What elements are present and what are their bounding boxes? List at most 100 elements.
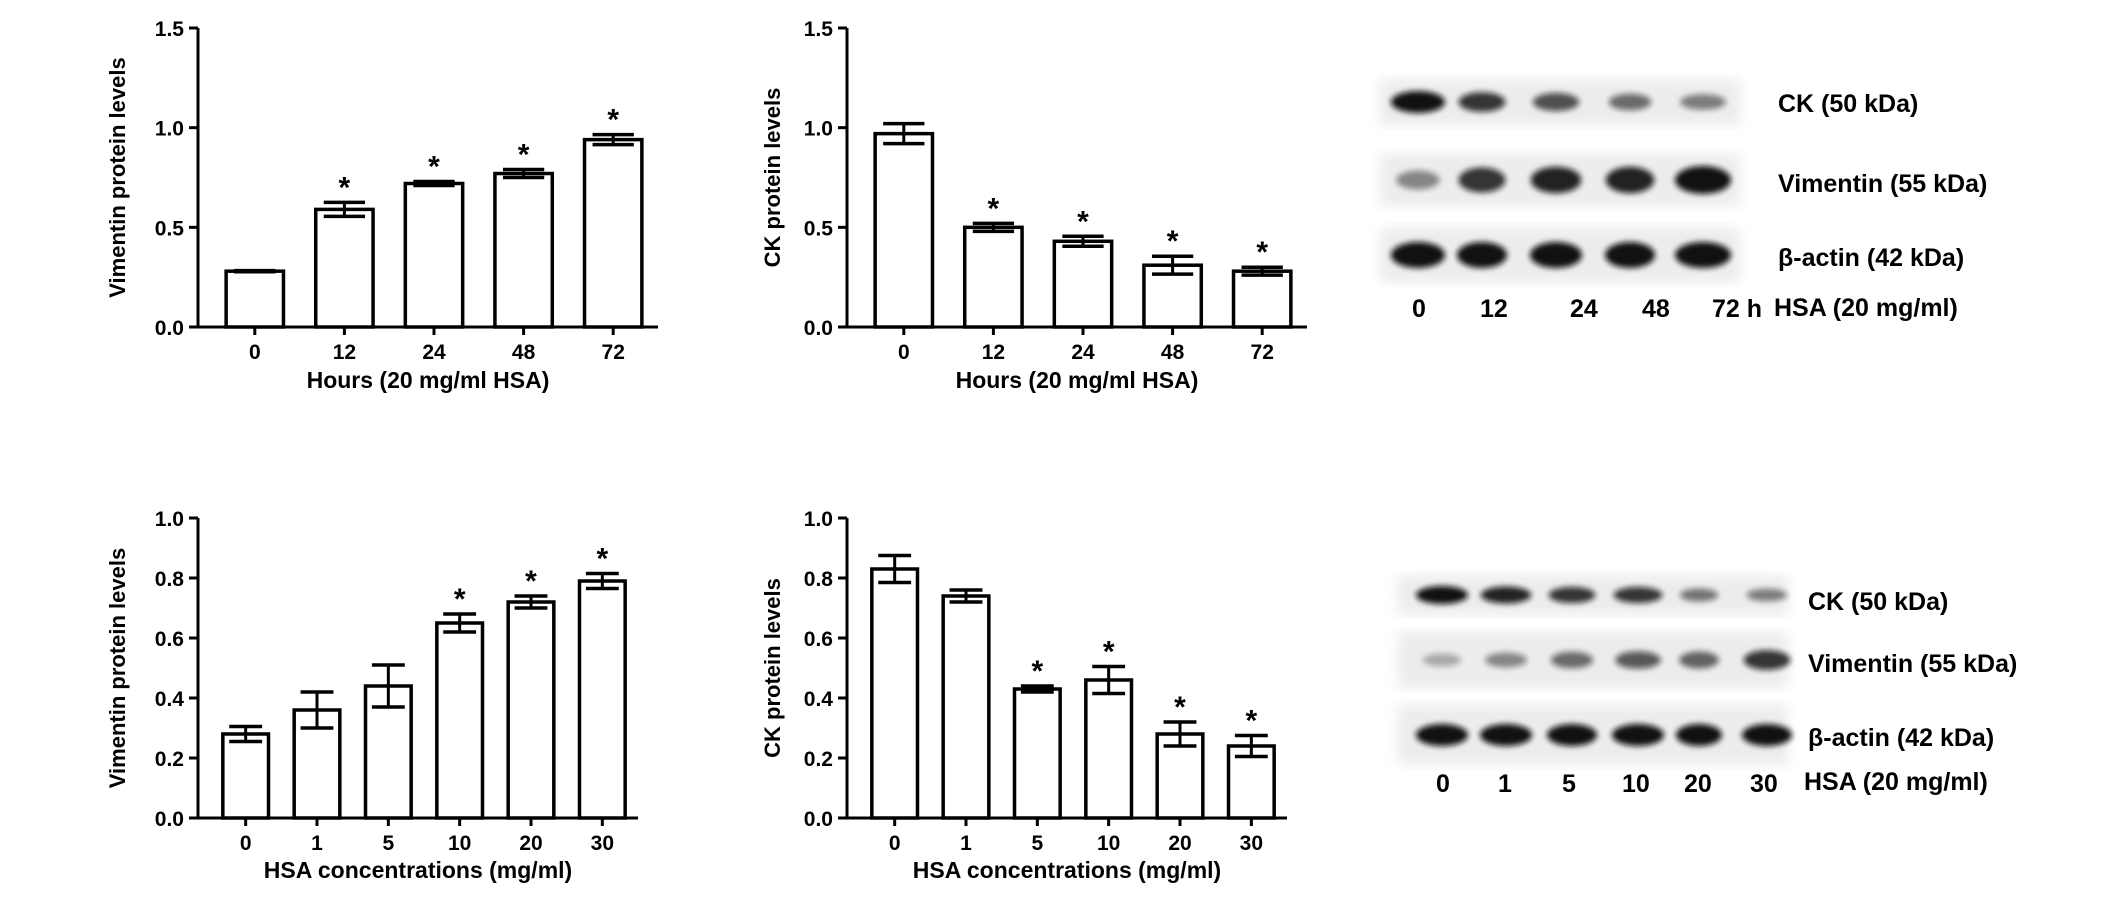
blot-band [1746,588,1788,602]
y-tick-label: 0.0 [804,808,833,831]
chart-2: 0.0 0.5 1.0 1.5 0 * 12 * 24 * 48 * 72 Hours (20 mg/ml… [760,18,1307,393]
blot-lane-label: 24 [1570,295,1598,323]
x-axis-label: Hours (20 mg/ml HSA) [956,367,1199,393]
x-tick-label: 12 [982,341,1005,364]
significance-marker: * [988,192,1000,225]
bar [493,171,555,329]
y-tick-label: 0.2 [804,748,833,771]
blot-band [1680,94,1726,110]
y-tick-label: 1.0 [804,508,833,531]
bar [506,600,556,820]
y-tick-label: 0.0 [155,317,184,340]
bar [221,732,271,820]
y-tick-label: 0.5 [804,217,834,240]
x-tick-label: 1 [311,832,323,855]
y-axis-label: Vimentin protein levels [105,548,130,788]
chart-1: 0.0 0.5 1.0 1.5 0 * 12 * 24 * 48 * 72 Hours (20 mg/ml… [105,18,658,393]
blot-lane-label: 30 [1750,770,1778,798]
western-blots: CK (50 kDa) Vimentin (55 kDa) β-actin (42 … [1380,79,2017,798]
y-tick-label: 1.0 [155,508,184,531]
y-tick-label: 0.8 [804,568,834,591]
significance-marker: * [1256,236,1268,269]
significance-marker: * [1077,205,1089,238]
blot-band [1416,586,1468,604]
blot-lane-label: 10 [1622,770,1650,798]
significance-marker: * [1245,705,1257,738]
blot-lane-label: 5 [1562,770,1576,798]
y-tick-label: 0.0 [155,808,184,831]
blot-lane-label: 48 [1642,295,1670,323]
bar [1231,269,1293,329]
x-tick-label: 0 [889,832,901,855]
bar [941,594,991,820]
blot-band [1675,242,1731,268]
x-tick-label: 30 [591,832,614,855]
blot-band [1605,242,1655,268]
y-axis-label: CK protein levels [760,88,785,268]
blot-row-label: CK (50 kDa) [1808,588,1948,616]
blot-band [1457,242,1507,268]
blot-band [1612,724,1664,746]
bar [1084,678,1134,820]
x-tick-label: 24 [1071,341,1095,364]
x-axis-label: HSA concentrations (mg/ml) [913,857,1221,883]
y-tick-label: 0.0 [804,317,833,340]
bar [577,579,627,820]
blot-row-label: β-actin (42 kDa) [1778,244,1964,272]
blot-row-label: CK (50 kDa) [1778,90,1918,118]
x-tick-label: 48 [1161,341,1185,364]
blot-band [1416,724,1468,746]
significance-marker: * [607,104,619,137]
blot-lane-label: 1 [1498,770,1512,798]
significance-marker: * [1167,225,1179,258]
significance-marker: * [1103,636,1115,669]
bar [582,137,644,329]
x-tick-label: 30 [1240,832,1263,855]
blot-row-label: Vimentin (55 kDa) [1808,650,2017,678]
blot-row-label: β-actin (42 kDa) [1808,724,1994,752]
x-axis-label: Hours (20 mg/ml HSA) [307,367,550,393]
blot-band [1548,586,1596,604]
blot-band [1480,724,1532,746]
blot-lane-label: 72 h [1712,295,1762,323]
blot-panel-2: CK (50 kDa) Vimentin (55 kDa) β-actin (42 … [1398,575,2017,798]
x-tick-label: 12 [333,341,356,364]
x-tick-label: 0 [240,832,252,855]
blot-condition-label: HSA (20 mg/ml) [1804,768,1988,796]
y-tick-label: 1.0 [155,118,184,141]
blot-band [1396,170,1440,190]
blot-band [1743,650,1791,670]
blot-band [1675,166,1731,194]
chart-4: 0.0 0.2 0.4 0.6 0.8 1.0 0 1 * 5 * 10 * 20 * 30 HSA conce… [760,508,1287,883]
y-axis-label: CK protein levels [760,578,785,758]
blot-band [1679,651,1719,669]
x-tick-label: 5 [1031,832,1043,855]
significance-marker: * [339,171,351,204]
x-tick-label: 1 [960,832,972,855]
significance-marker: * [428,150,440,183]
bar [962,225,1024,329]
blot-row-label: Vimentin (55 kDa) [1778,170,1987,198]
chart-3: 0.0 0.2 0.4 0.6 0.8 1.0 0 1 5 * 10 * 20 * 30 HSA concen… [105,508,638,883]
x-tick-label: 20 [519,832,542,855]
bar [1012,687,1062,820]
significance-marker: * [525,565,537,598]
blot-lane-label: 12 [1480,295,1508,323]
x-tick-label: 24 [422,341,446,364]
y-tick-label: 0.2 [155,748,184,771]
y-tick-label: 0.4 [804,688,834,711]
blot-band [1676,724,1722,746]
bar [435,621,485,820]
x-axis-label: HSA concentrations (mg/ml) [264,857,572,883]
blot-band [1605,166,1655,194]
y-tick-label: 0.8 [155,568,185,591]
blot-band [1485,652,1527,668]
x-tick-label: 72 [1251,341,1274,364]
blot-band [1530,242,1582,268]
bar [870,567,920,820]
y-tick-label: 0.5 [155,217,185,240]
y-tick-label: 0.6 [155,628,184,651]
x-tick-label: 5 [382,832,394,855]
significance-marker: * [1031,655,1043,688]
